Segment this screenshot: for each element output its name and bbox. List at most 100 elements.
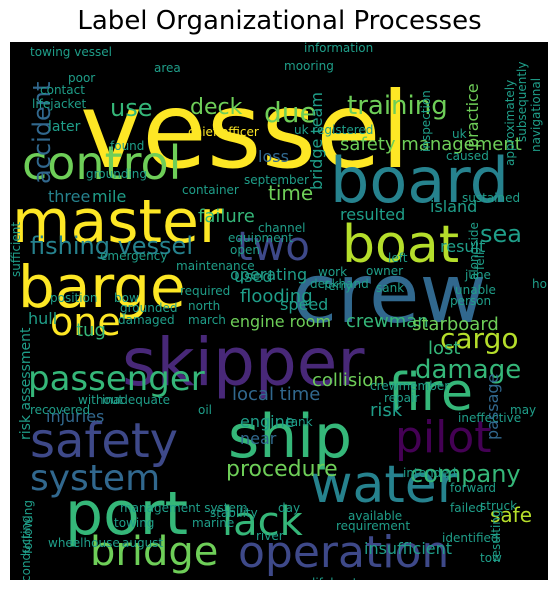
word-without: without	[78, 393, 123, 407]
word-master: master	[12, 187, 224, 257]
word-result: result	[440, 237, 485, 256]
word-vessel: vessel	[80, 70, 410, 192]
word-three: three	[48, 187, 90, 206]
word-safety: safety	[30, 413, 178, 469]
word-owner: owner	[366, 264, 403, 278]
word-risk-assessment: risk assessment	[18, 327, 34, 440]
word-repair: repair	[384, 391, 419, 405]
word-grounded: grounded	[120, 301, 177, 315]
word-sank: sank	[376, 281, 404, 295]
word-flooding: flooding	[240, 286, 313, 307]
word-water: water	[310, 455, 459, 515]
word-sufficient: sufficient	[10, 222, 23, 277]
word-subsequently: subsequently	[515, 62, 529, 142]
word-mile: mile	[92, 187, 126, 206]
word-loss: loss	[258, 147, 289, 166]
word-alongside: alongside	[467, 222, 481, 280]
word-safety-management: safety management	[340, 134, 522, 155]
word-requirement: requirement	[336, 519, 410, 533]
word-sea: sea	[480, 220, 522, 248]
chart-title: Label Organizational Processes	[77, 6, 482, 36]
word-tank: tank	[286, 415, 313, 429]
word-procedure: procedure	[226, 457, 338, 482]
word-information: information	[304, 42, 373, 55]
word-cloud: vessel crew board master barge boat skipper shi…	[10, 42, 548, 580]
word-contact: contact	[40, 83, 85, 97]
word-accident: accident	[28, 82, 56, 184]
word-passage: passage	[483, 374, 502, 440]
word-fishing-vessel: fishing vessel	[30, 232, 193, 260]
word-maintenance: maintenance	[176, 259, 255, 273]
word-caused: caused	[446, 149, 489, 163]
word-failure: failure	[198, 206, 255, 227]
word-found: found	[110, 139, 144, 153]
word-lifejacket: lifejacket	[32, 97, 86, 111]
word-injuries: injuries	[46, 407, 104, 426]
word-later: later	[48, 119, 81, 135]
word-person: person	[450, 294, 491, 308]
word-resulting: resulting	[489, 509, 503, 562]
word-hull: hull	[28, 309, 57, 328]
word-damage: damage	[415, 355, 521, 385]
word-unable: unable	[455, 283, 496, 297]
word-recovered: recovered	[30, 403, 90, 417]
word-august: august	[122, 536, 163, 550]
word-towing-vessel: towing vessel	[30, 45, 112, 59]
word-board: board	[330, 144, 509, 217]
word-fell: fell	[473, 252, 487, 270]
word-management-system: management system	[120, 501, 248, 515]
word-required: required	[180, 284, 230, 298]
word-failed: failed	[450, 501, 483, 515]
word-june: june	[464, 268, 491, 282]
word-skipper: skipper	[122, 324, 365, 401]
word-towing: towing	[114, 516, 154, 530]
word-starboard: starboard	[412, 314, 499, 335]
word-port: port	[65, 479, 188, 549]
word-island: island	[430, 197, 477, 216]
word-speed: speed	[280, 295, 328, 314]
word-hour: hour	[532, 277, 548, 291]
word-left: left	[388, 251, 408, 265]
word-struck: struck	[480, 499, 517, 513]
word-uk-registered: uk registered	[294, 123, 373, 137]
word-collision: collision	[312, 370, 385, 391]
word-ship: ship	[228, 402, 352, 472]
word-uk: uk	[452, 127, 467, 141]
word-emergency: emergency	[100, 249, 167, 263]
word-crew: crew	[292, 247, 487, 342]
word-ferry: ferry	[324, 279, 352, 293]
word-oil: oil	[198, 403, 212, 417]
word-forward: forward	[450, 481, 496, 495]
word-day: day	[278, 501, 300, 515]
word-fire: fire	[388, 363, 473, 423]
word-conducting: conducting	[19, 515, 33, 580]
word-may: may	[510, 403, 536, 417]
word-pilot: pilot	[395, 412, 492, 463]
word-navigational: navigational	[529, 78, 543, 152]
word-due: due	[264, 96, 317, 129]
word-boat: boat	[342, 215, 459, 275]
word-equipment: equipment	[228, 231, 293, 245]
word-sustained: sustained	[462, 191, 520, 205]
word-engine-room: engine room	[230, 312, 331, 331]
word-container: container	[182, 183, 239, 197]
word-bridge-team: bridge team	[307, 92, 326, 190]
word-chief-officer: chief officer	[188, 125, 259, 139]
word-lifeboat: lifeboat	[312, 576, 358, 580]
word-time: time	[268, 181, 313, 205]
word-open: open	[230, 243, 260, 257]
word-available: available	[348, 509, 402, 523]
word-tug: tug	[76, 320, 106, 341]
word-lost: lost	[428, 338, 460, 359]
word-engine: engine	[240, 412, 295, 431]
word-area: area	[154, 61, 181, 75]
word-passenger: passenger	[28, 359, 205, 399]
word-position: position	[50, 291, 98, 305]
word-crewman: crewman	[346, 311, 429, 332]
word-intended: intended	[403, 466, 456, 480]
word-north: north	[188, 299, 220, 313]
word-one: one	[50, 300, 121, 344]
word-safe: safe	[490, 503, 532, 527]
word-deckhand: deckhand	[310, 277, 369, 291]
